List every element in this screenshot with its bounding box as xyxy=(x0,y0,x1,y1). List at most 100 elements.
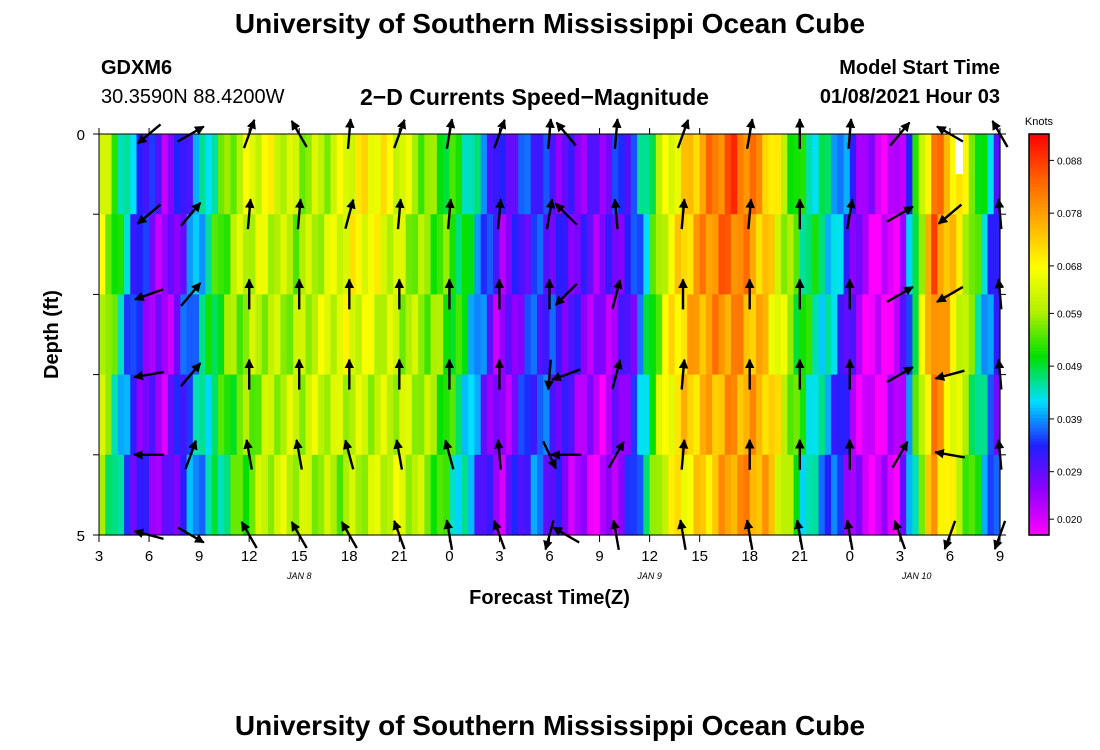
colorbar-segment xyxy=(1029,377,1049,382)
heatmap-cell xyxy=(699,294,707,376)
heatmap-cell xyxy=(568,374,576,456)
heatmap-cell xyxy=(399,214,407,295)
current-vector xyxy=(293,439,303,470)
heatmap-cell xyxy=(174,374,181,456)
heatmap-cell xyxy=(543,134,551,215)
heatmap-cell xyxy=(624,454,632,536)
colorbar-segment xyxy=(1029,381,1049,386)
heatmap-cell xyxy=(192,374,200,456)
heatmap-cell xyxy=(662,134,669,215)
colorbar-segment xyxy=(1029,394,1049,399)
heatmap-cell xyxy=(762,214,770,295)
colorbar-segment xyxy=(1029,371,1049,376)
colorbar-segment xyxy=(1029,424,1049,429)
heatmap-cell xyxy=(599,454,607,536)
heatmap-cell xyxy=(455,374,463,456)
heatmap-cell xyxy=(217,134,225,215)
heatmap-cell xyxy=(317,374,325,456)
colorbar-segment xyxy=(1029,147,1049,152)
heatmap-cell xyxy=(837,374,845,456)
heatmap-cell xyxy=(386,134,394,215)
heatmap-cell xyxy=(230,134,238,215)
heatmap-cell xyxy=(674,294,682,376)
heatmap-cell xyxy=(443,134,450,215)
heatmap-cell xyxy=(192,214,200,295)
heatmap-cell xyxy=(687,374,695,456)
page-title: University of Southern Mississippi Ocean… xyxy=(234,8,866,39)
heatmap-cell xyxy=(730,294,738,376)
colorbar-segment xyxy=(1029,461,1049,466)
heatmap-cell xyxy=(436,214,444,295)
heatmap-cell xyxy=(230,454,238,536)
heatmap-cell xyxy=(587,374,594,456)
heatmap-cell xyxy=(180,134,188,215)
heatmap-cell xyxy=(768,214,776,295)
heatmap-cell xyxy=(386,294,394,376)
heatmap-cell xyxy=(981,374,989,456)
model-start-value: 01/08/2021 Hour 03 xyxy=(819,86,1000,108)
heatmap-cell xyxy=(380,134,388,215)
heatmap-cell xyxy=(205,454,213,536)
heatmap-cell xyxy=(480,374,488,456)
heatmap-cell xyxy=(899,214,907,295)
heatmap-cell xyxy=(192,134,200,215)
heatmap-cell xyxy=(724,294,732,376)
heatmap-cell xyxy=(862,214,870,295)
heatmap-cell xyxy=(849,454,857,536)
heatmap-cell xyxy=(874,134,882,215)
heatmap-cell xyxy=(405,374,413,456)
heatmap-cell xyxy=(536,134,544,215)
heatmap-cell xyxy=(893,374,901,456)
heatmap-cell xyxy=(705,214,713,295)
heatmap-cell xyxy=(142,454,150,536)
heatmap-cell xyxy=(493,214,501,295)
heatmap-cell xyxy=(180,214,188,295)
heatmap-cell xyxy=(399,454,407,536)
colorbar-segment xyxy=(1029,391,1049,396)
heatmap-cell xyxy=(712,294,720,376)
heatmap-cell xyxy=(593,374,601,456)
x-tick-label: 15 xyxy=(691,548,708,565)
heatmap-cell xyxy=(974,374,982,456)
heatmap-cell xyxy=(399,294,407,376)
colorbar-segment xyxy=(1029,150,1049,155)
heatmap-cell xyxy=(768,374,776,456)
colorbar-segment xyxy=(1029,361,1049,366)
heatmap-cell xyxy=(981,134,989,215)
heatmap-cell xyxy=(511,294,519,376)
heatmap-cell xyxy=(230,374,238,456)
heatmap-cell xyxy=(386,214,394,295)
colorbar-segment xyxy=(1029,301,1049,306)
heatmap-cell xyxy=(368,374,375,456)
heatmap-cell xyxy=(837,294,845,376)
heatmap-cell xyxy=(405,294,413,376)
heatmap-cell xyxy=(593,134,601,215)
heatmap-cell xyxy=(668,214,676,295)
heatmap-cell xyxy=(981,294,989,376)
heatmap-cell xyxy=(837,454,845,536)
x-tick-label: 9 xyxy=(195,548,203,565)
heatmap-cell xyxy=(924,454,932,536)
heatmap-cell xyxy=(605,454,613,536)
heatmap-cell xyxy=(399,374,407,456)
heatmap-cell xyxy=(630,294,638,376)
heatmap-cell xyxy=(311,134,319,215)
colorbar-segment xyxy=(1029,404,1049,409)
heatmap-cell xyxy=(787,294,795,376)
heatmap-cell xyxy=(255,294,263,376)
heatmap-cell xyxy=(987,374,995,456)
heatmap-cell xyxy=(336,294,344,376)
heatmap-cell xyxy=(705,454,713,536)
colorbar-segment xyxy=(1029,521,1049,526)
heatmap-cell xyxy=(618,214,626,295)
heatmap-cell xyxy=(555,214,563,295)
heatmap-cell xyxy=(124,214,131,295)
heatmap-cell xyxy=(361,454,369,536)
heatmap-cell xyxy=(943,134,951,215)
heatmap-cell xyxy=(768,454,776,536)
heatmap-cell xyxy=(974,454,982,536)
colorbar-segment xyxy=(1029,190,1049,195)
heatmap-cell xyxy=(749,294,757,376)
heatmap-cell xyxy=(856,134,863,215)
heatmap-cell xyxy=(217,294,225,376)
